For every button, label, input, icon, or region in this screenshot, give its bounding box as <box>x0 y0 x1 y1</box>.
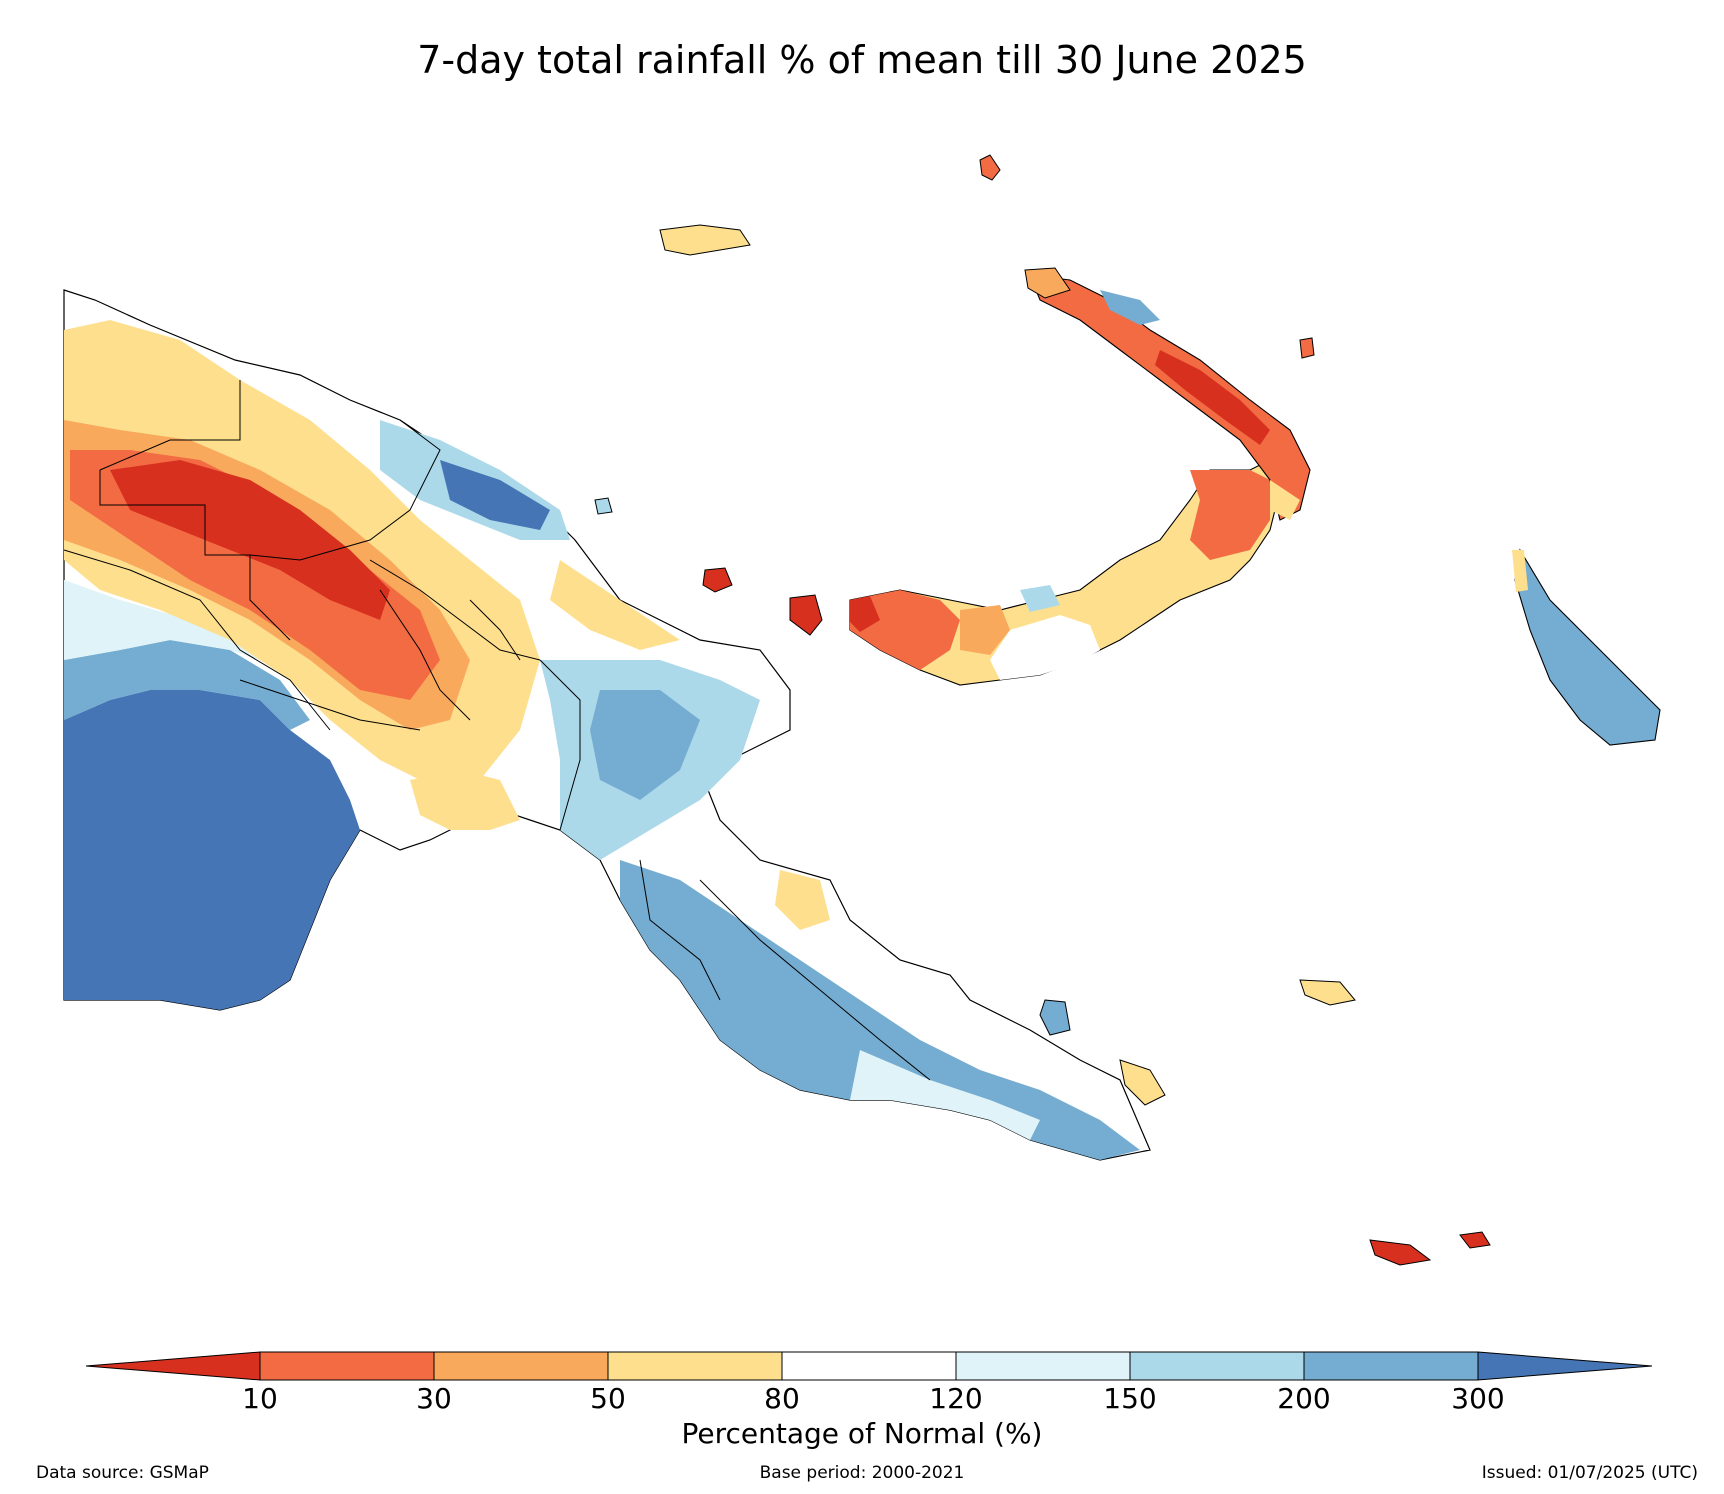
trobriand-island <box>1299 979 1356 1006</box>
new-britain-mid-orange <box>960 605 1010 655</box>
long-island <box>702 567 733 593</box>
sudest-island <box>1369 1239 1432 1266</box>
mussau-island <box>979 154 1001 181</box>
new-ireland-blue-tip <box>1100 290 1160 325</box>
colorbar-bin-200-300 <box>1303 1351 1479 1381</box>
fergusson-island <box>1039 999 1071 1036</box>
new-britain <box>849 459 1281 686</box>
colorbar-extend-high <box>1477 1351 1653 1381</box>
manus-island <box>659 224 751 256</box>
bougainville-outline <box>1514 548 1661 746</box>
gulf-yellow-patch <box>410 770 520 830</box>
bougainville <box>1512 548 1661 746</box>
map-title: 7-day total rainfall % of mean till 30 J… <box>417 38 1307 82</box>
colorbar-tick-120: 120 <box>929 1382 983 1415</box>
colorbar-tick-150: 150 <box>1103 1382 1157 1415</box>
normanby-island <box>1119 1059 1166 1106</box>
new-britain-west-orange <box>850 590 960 670</box>
new-ireland-red-strip <box>1155 350 1270 445</box>
colorbar-tick-50: 50 <box>590 1382 626 1415</box>
province-boundaries <box>63 380 931 1081</box>
madang-yellow-area <box>550 560 680 650</box>
colorbar-bin-50-80 <box>607 1351 783 1381</box>
colorbar-bin-150-200 <box>1129 1351 1305 1381</box>
umboi-island <box>789 594 823 636</box>
rainfall-map <box>63 154 1661 1266</box>
base-period-note: Base period: 2000-2021 <box>759 1463 965 1483</box>
colorbar-bin-10-30 <box>259 1351 435 1381</box>
peninsula-light-strip <box>850 1050 1040 1140</box>
bougainville-north-yellow <box>1512 550 1528 592</box>
colorbar-tick-10: 10 <box>242 1382 278 1415</box>
mainland <box>63 289 1151 1161</box>
new-britain-white-strip <box>990 615 1100 680</box>
colorbar-tick-200: 200 <box>1277 1382 1331 1415</box>
western-province-area <box>64 690 360 1010</box>
new-hanover-island <box>1024 267 1071 299</box>
data-source-note: Data source: GSMaP <box>36 1463 209 1483</box>
colorbar-extend-low <box>85 1351 261 1381</box>
issued-date-note: Issued: 01/07/2025 (UTC) <box>1481 1463 1698 1483</box>
west-light-band <box>64 580 290 670</box>
colorbar-label: Percentage of Normal (%) <box>681 1417 1043 1450</box>
lihir-island <box>1299 337 1315 359</box>
new-britain-west-red <box>850 596 880 632</box>
northwest-red-core <box>110 460 390 620</box>
colorbar-tick-30: 30 <box>416 1382 452 1415</box>
new-ireland <box>1029 274 1311 521</box>
colorbar-bin-30-50 <box>433 1351 609 1381</box>
oro-yellow-patch <box>775 870 830 930</box>
northern-islands <box>594 154 1491 1266</box>
colorbar-tick-80: 80 <box>764 1382 800 1415</box>
western-province-edge <box>64 640 310 730</box>
new-ireland-yellow <box>1270 480 1300 520</box>
new-britain-mid-light <box>1020 585 1060 612</box>
colorbar-bin-80-120 <box>781 1351 957 1381</box>
rossel-island <box>1459 1231 1491 1249</box>
karkar-island <box>594 497 613 515</box>
new-britain-east-orange <box>1190 470 1270 560</box>
colorbar-bin-120-150 <box>955 1351 1131 1381</box>
north-coast-wet-core <box>440 460 550 530</box>
colorbar-tick-300: 300 <box>1451 1382 1505 1415</box>
morobe-wet-core <box>590 690 700 800</box>
peninsula-wet-area <box>620 860 1140 1160</box>
